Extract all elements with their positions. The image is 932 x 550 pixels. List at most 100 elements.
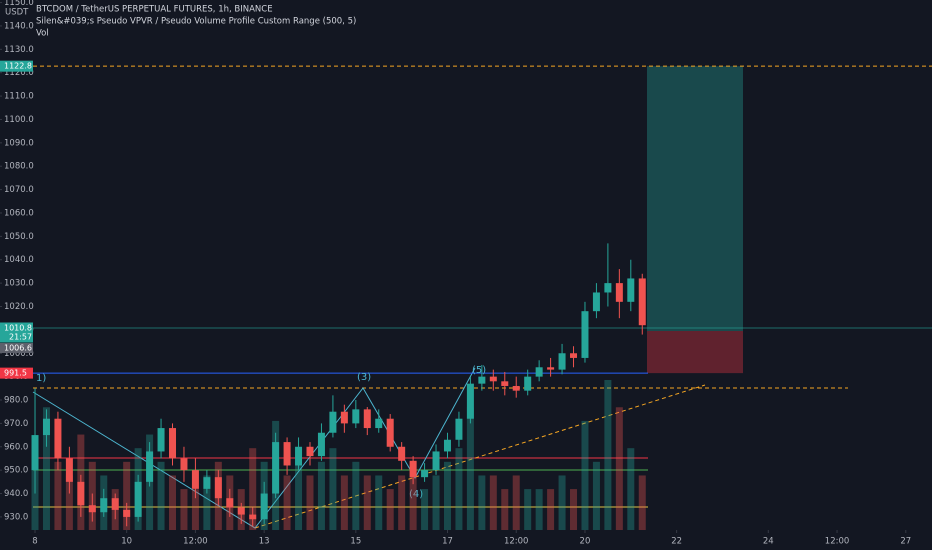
volume-bar — [180, 489, 188, 530]
volume-bar — [398, 475, 406, 530]
target-badge-text: 1122.8 — [4, 62, 32, 71]
prev-close-badge-text: 1006.6 — [4, 344, 32, 353]
target-badge — [0, 60, 33, 72]
candle-body — [352, 409, 360, 424]
volume-bar — [478, 475, 486, 530]
x-tick-label: 17 — [442, 537, 453, 547]
last-price-badge — [0, 322, 33, 343]
x-tick-label: 27 — [900, 537, 911, 547]
volume-bar — [123, 461, 131, 530]
y-tick-label: 1060.0 — [4, 208, 34, 218]
volume-bar — [627, 448, 635, 530]
y-tick-label: 940.0 — [4, 489, 28, 499]
y-tick-label: 930.0 — [4, 512, 28, 522]
y-tick-label: 1050.0 — [4, 232, 34, 242]
y-tick-label: 1000.0 — [4, 349, 34, 359]
y-tick-label: 950.0 — [4, 466, 28, 476]
candle-body — [65, 458, 73, 482]
candle-body — [363, 409, 371, 429]
candle-body — [570, 353, 578, 358]
volume-bar — [340, 475, 348, 530]
candle-body — [375, 418, 383, 429]
candle-body — [157, 428, 165, 452]
candle-body — [88, 505, 96, 513]
volume-bar — [455, 448, 463, 530]
x-tick-label: 13 — [259, 537, 270, 547]
y-tick-label: 1130.0 — [4, 45, 34, 55]
y-tick-label: 1100.0 — [4, 115, 34, 125]
candle-body — [180, 458, 188, 471]
candle-body — [111, 498, 119, 510]
indicator-label: Silen&#039;s Pseudo VPVR / Pseudo Volume… — [36, 17, 356, 27]
wave-label: (5) — [472, 365, 486, 376]
candle-body — [283, 442, 291, 466]
volume-bar — [443, 461, 451, 530]
wave-label: (3) — [357, 372, 371, 383]
volume-bar — [547, 489, 555, 530]
chart-title: BTCDOM / TetherUS PERPETUAL FUTURES, 1h,… — [36, 5, 273, 15]
candle-body — [77, 481, 85, 506]
y-tick-label: 1020.0 — [4, 302, 34, 312]
candle-body — [237, 507, 245, 515]
candle-body — [604, 283, 612, 293]
y-tick-label: 1140.0 — [4, 21, 34, 31]
candle-body — [592, 292, 600, 312]
volume-bar — [249, 448, 257, 530]
candle-body — [501, 381, 509, 386]
volume-bar — [203, 475, 211, 530]
y-tick-label: 1090.0 — [4, 138, 34, 148]
volume-bar — [306, 475, 314, 530]
volume-bar — [581, 420, 589, 530]
volume-bar — [558, 475, 566, 530]
y-tick-label: 960.0 — [4, 442, 28, 452]
candle-body — [398, 446, 406, 461]
stop-zone — [647, 331, 743, 374]
y-tick-label: 1030.0 — [4, 279, 34, 289]
countdown-text: 21:57 — [9, 333, 32, 342]
target-zone — [647, 66, 743, 332]
wave-label: (4) — [409, 489, 423, 500]
candle-body — [409, 460, 417, 478]
volume-bar — [421, 489, 429, 530]
candle-body — [615, 283, 623, 302]
x-tick-label: 10 — [121, 537, 132, 547]
volume-bar — [157, 461, 165, 530]
x-tick-label: 8 — [32, 537, 37, 547]
candle-body — [203, 477, 211, 489]
candle-body — [31, 435, 39, 471]
x-tick-label: 24 — [763, 537, 774, 547]
candle-body — [191, 470, 199, 489]
candle-body — [558, 353, 566, 370]
candle-body — [512, 385, 520, 391]
candle-body — [169, 428, 177, 459]
y-tick-label: 980.0 — [4, 396, 28, 406]
last-price-text: 1010.8 — [4, 324, 32, 333]
volume-bar — [466, 407, 474, 530]
volume-bar — [615, 407, 623, 530]
x-tick-label: 22 — [671, 537, 682, 547]
volume-bar — [638, 475, 646, 530]
candle-body — [123, 509, 131, 517]
candle-body — [260, 493, 268, 520]
volume-bar — [42, 407, 50, 530]
volume-bar — [535, 489, 543, 530]
x-tick-label: 12:00 — [825, 537, 850, 547]
volume-bar — [169, 475, 177, 530]
candle-body — [524, 376, 532, 391]
volume-bar — [65, 475, 73, 530]
candle-body — [581, 311, 589, 358]
volume-bar — [352, 461, 360, 530]
volume-bar — [570, 489, 578, 530]
candle-body — [627, 278, 635, 302]
y-tick-label: 1080.0 — [4, 162, 34, 172]
candle-body — [42, 418, 50, 436]
volume-bar — [283, 475, 291, 530]
candle-body — [340, 411, 348, 424]
volume-bar — [191, 489, 199, 530]
x-tick-label: 12:00 — [183, 537, 208, 547]
x-tick-label: 20 — [580, 537, 591, 547]
volume-bar — [604, 380, 612, 530]
indicator-label: Vol — [36, 29, 49, 39]
stop-badge — [0, 367, 33, 379]
volume-bar — [317, 461, 325, 530]
